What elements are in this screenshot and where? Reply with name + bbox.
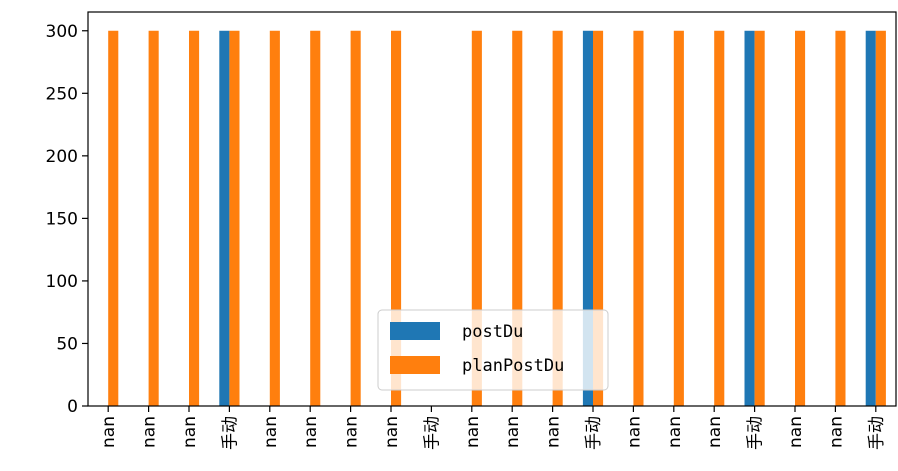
- x-tick-label-2: nan: [180, 416, 200, 448]
- bar-planPostDu-11: [552, 30, 563, 406]
- bar-planPostDu-14: [673, 30, 684, 406]
- bar-planPostDu-4: [269, 30, 280, 406]
- x-tick-label-9: nan: [463, 416, 483, 448]
- bar-planPostDu-15: [714, 30, 725, 406]
- bar-planPostDu-3: [229, 30, 240, 406]
- bar-postDu-16: [744, 30, 755, 406]
- x-tick-label-17: nan: [786, 416, 806, 448]
- x-tick-label-11: nan: [544, 416, 564, 448]
- x-tick-label-3: 手动: [220, 416, 240, 450]
- y-tick-label-300: 300: [46, 22, 78, 42]
- x-tick-label-0: nan: [99, 416, 119, 448]
- x-tick-label-6: nan: [342, 416, 362, 448]
- y-tick-label-250: 250: [46, 84, 78, 104]
- bar-planPostDu-5: [310, 30, 321, 406]
- bar-postDu-19: [865, 30, 876, 406]
- x-tick-label-19: 手动: [867, 416, 887, 450]
- y-tick-label-100: 100: [46, 272, 78, 292]
- y-tick-label-0: 0: [67, 397, 78, 417]
- bar-planPostDu-6: [350, 30, 361, 406]
- bar-planPostDu-19: [875, 30, 886, 406]
- bar-planPostDu-17: [795, 30, 806, 406]
- x-tick-label-5: nan: [301, 416, 321, 448]
- bar-planPostDu-9: [471, 30, 482, 406]
- x-axis: nan nan nan 手动 nan nan nan nan 手动 nan nan nan 手动 nan n…: [99, 406, 887, 450]
- x-tick-label-10: nan: [503, 416, 523, 448]
- bar-planPostDu-7: [391, 30, 402, 406]
- x-tick-label-15: nan: [705, 416, 725, 448]
- x-tick-label-12: 手动: [584, 416, 604, 450]
- bar-planPostDu-12: [593, 30, 604, 406]
- bar-postDu-3: [219, 30, 230, 406]
- x-tick-label-8: 手动: [422, 416, 442, 450]
- x-tick-label-16: 手动: [746, 416, 766, 450]
- plot-border: [87, 11, 897, 407]
- bar-planPostDu-1: [148, 30, 159, 406]
- legend: postDu planPostDu: [377, 309, 609, 391]
- bar-group: [108, 30, 886, 406]
- plot-frame: [87, 11, 897, 407]
- x-tick-label-7: nan: [382, 416, 402, 448]
- x-tick-label-18: nan: [826, 416, 846, 448]
- y-tick-label-200: 200: [46, 147, 78, 167]
- x-tick-label-4: nan: [261, 416, 281, 448]
- bar-planPostDu-18: [835, 30, 846, 406]
- bar-postDu-12: [582, 30, 593, 406]
- legend-swatch-planPostDu: [390, 356, 440, 374]
- y-tick-label-150: 150: [46, 209, 78, 229]
- y-tick-label-50: 50: [56, 334, 78, 354]
- x-tick-label-14: nan: [665, 416, 685, 448]
- bar-planPostDu-10: [512, 30, 523, 406]
- legend-swatch-postDu: [390, 322, 440, 340]
- y-axis: 0 50 100 150 200 250 300: [46, 22, 88, 417]
- legend-label-postDu: postDu: [462, 322, 523, 342]
- x-tick-label-1: nan: [140, 416, 160, 448]
- bar-planPostDu-2: [189, 30, 200, 406]
- x-tick-label-13: nan: [624, 416, 644, 448]
- legend-label-planPostDu: planPostDu: [462, 356, 564, 376]
- bar-planPostDu-16: [754, 30, 765, 406]
- bar-planPostDu-13: [633, 30, 644, 406]
- bar-planPostDu-0: [108, 30, 119, 406]
